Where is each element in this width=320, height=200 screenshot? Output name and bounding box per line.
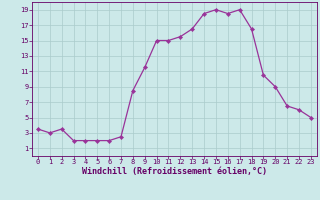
X-axis label: Windchill (Refroidissement éolien,°C): Windchill (Refroidissement éolien,°C) <box>82 167 267 176</box>
